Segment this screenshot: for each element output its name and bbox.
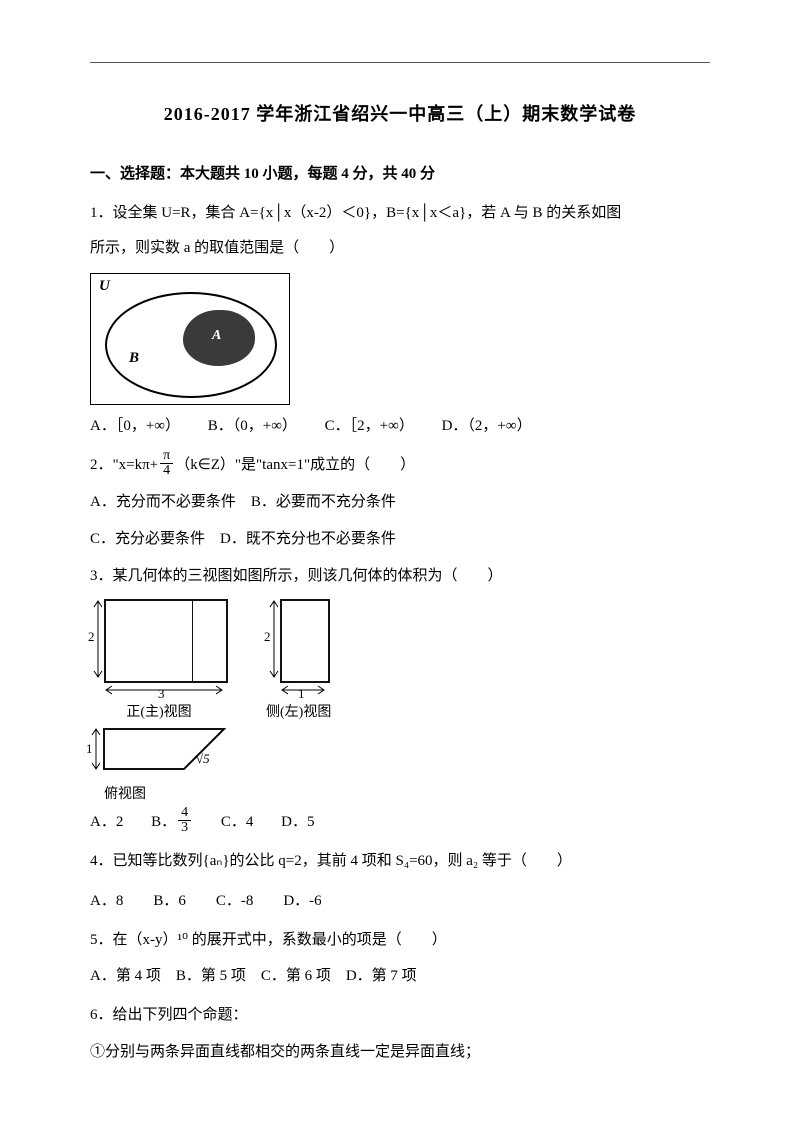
q1-venn-figure: U B A (90, 273, 290, 405)
side-view-height-arrow (268, 599, 280, 679)
q1-opt-a: A．［0，+∞） (90, 411, 180, 441)
q3-opt-d: D．5 (281, 807, 314, 837)
main-view-height-arrow (92, 599, 104, 679)
q3-opt-b-frac: 43 (178, 806, 191, 835)
question-5: 5．在（x-y）¹⁰ 的展开式中，系数最小的项是（ ） (90, 924, 710, 957)
q3-opt-c: C．4 (221, 807, 254, 837)
q1-opt-b: B．（0，+∞） (208, 411, 297, 441)
venn-label-a: A (212, 328, 221, 344)
q2-tail: （k∈Z）"是"tanx=1"成立的（ ） (175, 457, 415, 473)
venn-label-b: B (129, 350, 139, 367)
q5-options: A．第 4 项 B．第 5 项 C．第 6 项 D．第 7 项 (90, 961, 710, 991)
q1-options: A．［0，+∞） B．（0，+∞） C．［2，+∞） D．（2，+∞） (90, 411, 710, 441)
q6-item1: ①分别与两条异面直线都相交的两条直线一定是异面直线； (90, 1036, 710, 1069)
question-6: 6．给出下列四个命题： (90, 999, 710, 1032)
main-view-w: 3 (158, 686, 165, 702)
q2-options-row2: C．充分必要条件 D．既不充分也不必要条件 (90, 523, 710, 556)
q3-opt-b-num: 4 (178, 806, 191, 820)
main-view-caption: 正(主)视图 (90, 701, 228, 721)
q1-line2: 所示，则实数 a 的取值范围是（ ） (90, 232, 710, 265)
main-view-width-arrow (104, 683, 238, 697)
q2-lead: 2．"x=kπ+ (90, 457, 158, 473)
top-view-h: 1 (86, 741, 93, 757)
q1-opt-d: D．（2，+∞） (442, 411, 532, 441)
question-4: 4．已知等比数列{aₙ}的公比 q=2，其前 4 项和 S₄=60，则 a₂ 等… (90, 845, 710, 878)
q3-views-row1: 2 3 正(主)视图 2 (90, 599, 710, 721)
section-heading: 一、选择题：本大题共 10 小题，每题 4 分，共 40 分 (90, 162, 710, 183)
q1-opt-c: C．［2，+∞） (325, 411, 414, 441)
question-1: 1．设全集 U=R，集合 A={x│x（x-2）＜0}，B={x│x＜a}，若 … (90, 197, 710, 265)
side-view-box (280, 599, 330, 683)
q1-line1: 1．设全集 U=R，集合 A={x│x（x-2）＜0}，B={x│x＜a}，若 … (90, 197, 710, 230)
q2-frac-den: 4 (160, 463, 173, 478)
question-2: 2．"x=kπ+π4（k∈Z）"是"tanx=1"成立的（ ） (90, 449, 710, 482)
page-title: 2016-2017 学年浙江省绍兴一中高三（上）期末数学试卷 (90, 100, 710, 126)
top-view-caption: 俯视图 (104, 783, 235, 803)
q3-opt-b-lead: B． (151, 814, 176, 830)
side-view-w: 1 (298, 686, 305, 702)
q3-main-view: 2 3 正(主)视图 (90, 599, 228, 721)
q2-fraction: π4 (160, 449, 173, 478)
side-view-caption: 侧(左)视图 (266, 701, 331, 721)
top-view-diag: √5 (196, 751, 210, 767)
q2-options-row1: A．充分而不必要条件 B．必要而不充分条件 (90, 486, 710, 519)
q3-opt-a: A．2 (90, 807, 123, 837)
q3-views-row2: 1 √5 俯视图 (90, 727, 710, 803)
venn-label-u: U (99, 278, 110, 295)
q2-frac-num: π (160, 449, 173, 463)
q3-options: A．2 B．43 C．4 D．5 (90, 807, 710, 837)
main-view-box (104, 599, 228, 683)
question-3: 3．某几何体的三视图如图所示，则该几何体的体积为（ ） (90, 560, 710, 593)
q3-opt-b: B．43 (151, 807, 193, 837)
q3-side-view: 2 1 侧(左)视图 (266, 599, 331, 721)
top-view-shape (90, 727, 235, 781)
q3-opt-b-den: 3 (178, 820, 191, 835)
q3-top-view: 1 √5 俯视图 (90, 727, 235, 803)
q4-options: A．8 B．6 C．-8 D．-6 (90, 886, 710, 916)
